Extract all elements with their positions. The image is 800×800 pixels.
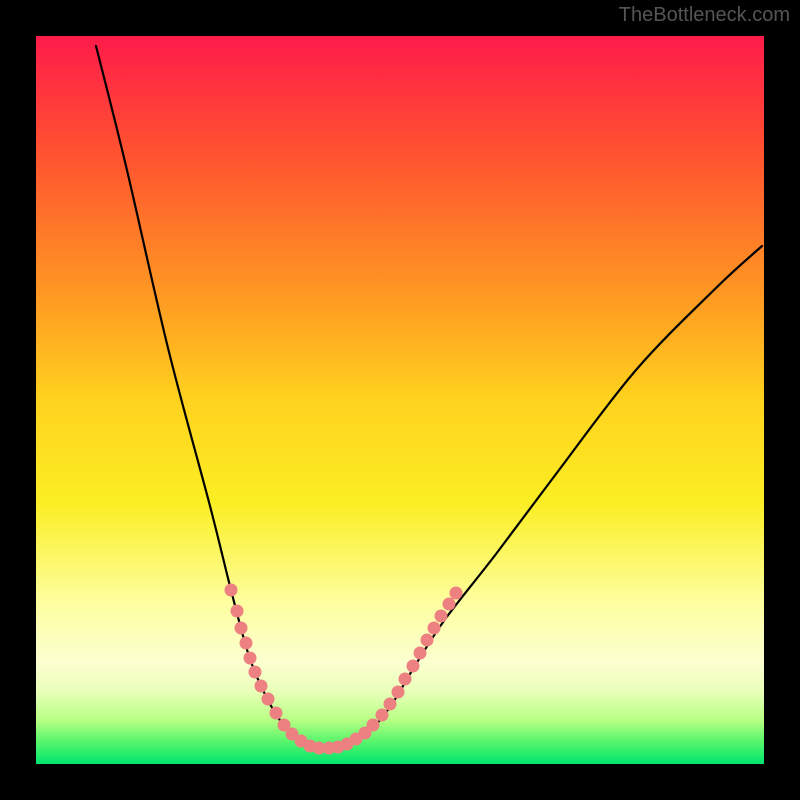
data-dot: [255, 680, 268, 693]
data-dot: [270, 707, 283, 720]
data-dot: [450, 587, 463, 600]
data-dot: [244, 652, 257, 665]
data-dot: [435, 610, 448, 623]
data-dot: [384, 698, 397, 711]
data-dot: [392, 686, 405, 699]
plot-background: [36, 36, 764, 764]
data-dot: [249, 666, 262, 679]
data-dot: [428, 622, 441, 635]
data-dot: [225, 584, 238, 597]
data-dot: [376, 709, 389, 722]
data-dot: [443, 598, 456, 611]
data-dot: [407, 660, 420, 673]
plot-area: [36, 36, 764, 764]
data-dot: [262, 693, 275, 706]
data-dot: [240, 637, 253, 650]
data-dot: [421, 634, 434, 647]
data-dot: [399, 673, 412, 686]
plot-svg: [36, 36, 764, 764]
data-dot: [414, 647, 427, 660]
data-dot: [235, 622, 248, 635]
data-dot: [367, 719, 380, 732]
chart-frame: TheBottleneck.com: [0, 0, 800, 800]
data-dot: [231, 605, 244, 618]
watermark-text: TheBottleneck.com: [619, 4, 790, 27]
